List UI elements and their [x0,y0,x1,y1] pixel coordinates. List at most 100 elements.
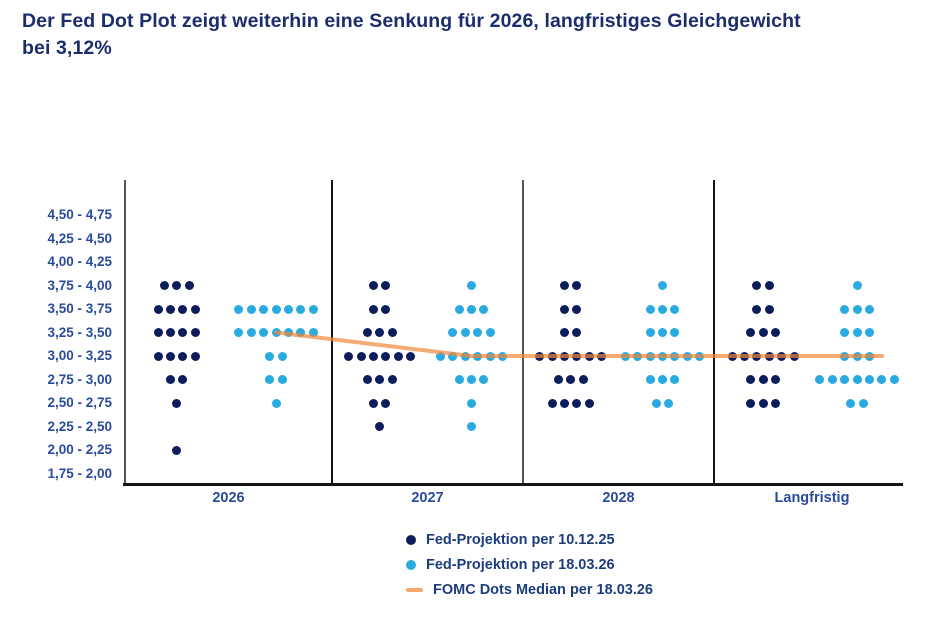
projection-dot [172,398,182,408]
projection-dot [271,398,281,408]
projection-dot [369,398,379,408]
projection-dot [166,375,176,384]
projection-dot [560,398,570,408]
legend-label: Fed-Projektion per 18.03.26 [426,556,615,573]
y-axis-label: 2,75 - 3,00 [47,371,112,387]
projection-dot [670,328,680,337]
projection-dot [560,304,570,314]
projection-dot [864,304,874,314]
projection-dot [840,375,850,384]
projection-dot [651,398,661,408]
x-axis-label: 2028 [602,490,635,506]
chart-title-line-1: Der Fed Dot Plot zeigt weiterhin eine Se… [22,10,801,32]
projection-dot [159,281,169,290]
projection-dot [296,304,306,314]
projection-dot [479,375,489,384]
projection-dot [752,281,762,290]
projection-dot [657,281,667,290]
projection-dot [284,304,293,314]
projection-dot [172,445,182,455]
projection-dot [265,375,275,384]
projection-dot [166,328,176,337]
projection-dot [485,328,495,337]
projection-dot [435,351,445,361]
projection-dot [362,328,372,337]
projection-dot [473,328,483,337]
projection-dot [387,328,397,337]
legend-item-projection-old: Fed-Projektion per 10.12.25 [406,527,653,552]
x-axis-line [123,483,903,486]
projection-dot [645,328,655,337]
projection-dot [308,304,318,314]
projection-dot [864,375,874,384]
projection-dot [369,351,379,361]
projection-dot [645,304,655,314]
projection-dot [827,375,837,384]
projection-dot [296,328,306,337]
projection-dot [178,328,188,337]
projection-dot [578,375,588,384]
legend-label: FOMC Dots Median per 18.03.26 [433,581,653,598]
projection-dot [566,375,576,384]
projection-dot [572,281,582,290]
projection-dot [344,351,354,361]
projection-dot [758,328,768,337]
projection-dot [572,304,582,314]
projection-dot [172,281,182,290]
median-polyline [274,330,885,358]
projection-dot [852,304,862,314]
y-axis-label: 2,50 - 2,75 [47,395,112,410]
projection-dot [166,351,176,361]
y-axis-label: 3,25 - 3,50 [47,324,112,340]
projection-dot [277,351,287,361]
projection-dot [308,328,318,337]
projection-dot [657,328,667,337]
projection-dot [846,398,856,408]
panel-border [124,180,126,483]
projection-dot [758,375,768,384]
projection-dot [852,375,862,384]
panel-border [330,180,334,483]
projection-dot [375,328,385,337]
projection-dot [553,375,563,384]
projection-dot [770,398,780,408]
legend-marker-blue-dot-icon [406,559,416,570]
y-axis-label: 2,25 - 2,50 [47,418,112,434]
projection-dot [178,375,188,384]
projection-dot [387,375,397,384]
y-axis-label: 2,00 - 2,25 [47,442,112,457]
projection-dot [448,351,458,361]
projection-dot [889,375,899,384]
chart-title-line-2: bei 3,12% [22,37,112,59]
projection-dot [664,398,674,408]
projection-dot [479,304,489,314]
projection-dot [184,281,194,290]
projection-dot [178,304,188,314]
legend-marker-navy-dot-icon [406,534,416,545]
legend-item-projection-new: Fed-Projektion per 18.03.26 [406,552,653,577]
projection-dot [277,375,287,384]
y-axis-label: 3,00 - 3,25 [47,348,112,363]
projection-dot [166,304,176,314]
projection-dot [259,328,269,337]
projection-dot [381,304,391,314]
projection-dot [190,328,200,337]
projection-dot [770,375,780,384]
legend-marker-orange-line-icon [406,587,423,592]
projection-dot [840,304,850,314]
projection-dot [852,281,862,290]
projection-dot [645,375,655,384]
legend: Fed-Projektion per 10.12.25 Fed-Projekti… [406,527,653,602]
projection-dot [369,281,379,290]
projection-dot [770,328,780,337]
projection-dot [375,422,385,431]
projection-dot [153,351,163,361]
projection-dot [572,328,582,337]
projection-dot [560,328,570,337]
y-axis-label: 1,75 - 2,00 [47,465,112,481]
x-axis-label: Langfristig [774,490,850,506]
projection-dot [657,375,667,384]
